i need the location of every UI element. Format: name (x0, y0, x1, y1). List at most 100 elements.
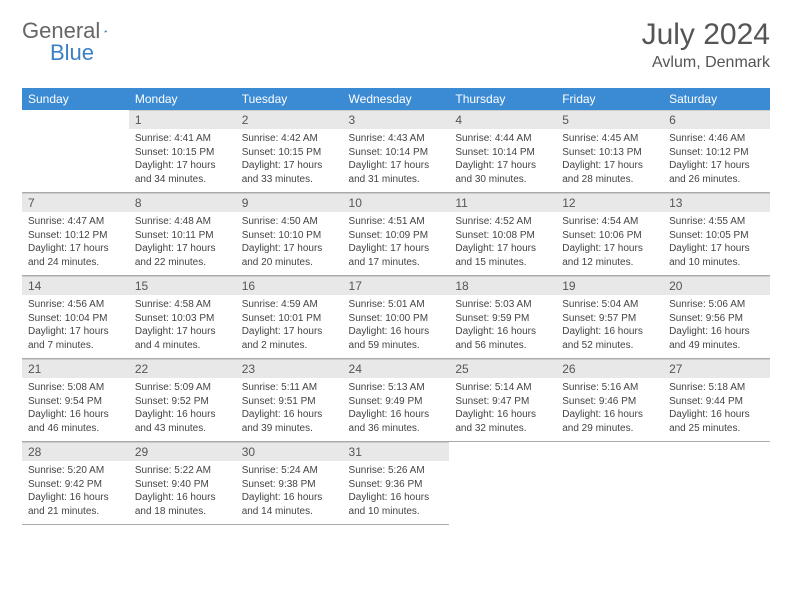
day-detail-text: Sunrise: 5:06 AMSunset: 9:56 PMDaylight:… (663, 295, 770, 358)
calendar-week-row: 7Sunrise: 4:47 AMSunset: 10:12 PMDayligh… (22, 193, 770, 276)
day-number: 29 (129, 442, 236, 461)
calendar-day-cell: 24Sunrise: 5:13 AMSunset: 9:49 PMDayligh… (343, 359, 450, 442)
calendar-day-cell: 30Sunrise: 5:24 AMSunset: 9:38 PMDayligh… (236, 442, 343, 525)
calendar-day-cell: 31Sunrise: 5:26 AMSunset: 9:36 PMDayligh… (343, 442, 450, 525)
calendar-day-cell (449, 442, 556, 525)
day-detail-text: Sunrise: 4:52 AMSunset: 10:08 PMDaylight… (449, 212, 556, 275)
logo-text-blue: Blue (50, 40, 94, 65)
day-number: 14 (22, 276, 129, 295)
day-number: 13 (663, 193, 770, 212)
calendar-day-cell: 23Sunrise: 5:11 AMSunset: 9:51 PMDayligh… (236, 359, 343, 442)
calendar-day-cell: 11Sunrise: 4:52 AMSunset: 10:08 PMDaylig… (449, 193, 556, 276)
day-detail-text: Sunrise: 4:50 AMSunset: 10:10 PMDaylight… (236, 212, 343, 275)
day-detail-text: Sunrise: 5:03 AMSunset: 9:59 PMDaylight:… (449, 295, 556, 358)
day-detail-text: Sunrise: 4:41 AMSunset: 10:15 PMDaylight… (129, 129, 236, 192)
weekday-header: Saturday (663, 88, 770, 110)
calendar-table: SundayMondayTuesdayWednesdayThursdayFrid… (22, 88, 770, 525)
day-number: 6 (663, 110, 770, 129)
day-detail-text: Sunrise: 4:59 AMSunset: 10:01 PMDaylight… (236, 295, 343, 358)
calendar-day-cell: 28Sunrise: 5:20 AMSunset: 9:42 PMDayligh… (22, 442, 129, 525)
day-number: 30 (236, 442, 343, 461)
day-detail-text: Sunrise: 4:42 AMSunset: 10:15 PMDaylight… (236, 129, 343, 192)
day-detail-text: Sunrise: 5:08 AMSunset: 9:54 PMDaylight:… (22, 378, 129, 441)
calendar-day-cell: 13Sunrise: 4:55 AMSunset: 10:05 PMDaylig… (663, 193, 770, 276)
calendar-day-cell: 19Sunrise: 5:04 AMSunset: 9:57 PMDayligh… (556, 276, 663, 359)
calendar-day-cell: 27Sunrise: 5:18 AMSunset: 9:44 PMDayligh… (663, 359, 770, 442)
day-detail-text: Sunrise: 5:26 AMSunset: 9:36 PMDaylight:… (343, 461, 450, 524)
calendar-day-cell: 5Sunrise: 4:45 AMSunset: 10:13 PMDayligh… (556, 110, 663, 193)
day-detail-text: Sunrise: 4:43 AMSunset: 10:14 PMDaylight… (343, 129, 450, 192)
day-number: 8 (129, 193, 236, 212)
calendar-day-cell: 17Sunrise: 5:01 AMSunset: 10:00 PMDaylig… (343, 276, 450, 359)
day-number: 22 (129, 359, 236, 378)
day-detail-text: Sunrise: 4:58 AMSunset: 10:03 PMDaylight… (129, 295, 236, 358)
weekday-header-row: SundayMondayTuesdayWednesdayThursdayFrid… (22, 88, 770, 110)
calendar-day-cell: 7Sunrise: 4:47 AMSunset: 10:12 PMDayligh… (22, 193, 129, 276)
day-number: 12 (556, 193, 663, 212)
day-detail-text: Sunrise: 4:54 AMSunset: 10:06 PMDaylight… (556, 212, 663, 275)
day-detail-text: Sunrise: 4:47 AMSunset: 10:12 PMDaylight… (22, 212, 129, 275)
day-number: 15 (129, 276, 236, 295)
day-detail-text: Sunrise: 5:16 AMSunset: 9:46 PMDaylight:… (556, 378, 663, 441)
day-number: 2 (236, 110, 343, 129)
day-number: 3 (343, 110, 450, 129)
calendar-day-cell: 26Sunrise: 5:16 AMSunset: 9:46 PMDayligh… (556, 359, 663, 442)
day-number: 17 (343, 276, 450, 295)
calendar-day-cell: 21Sunrise: 5:08 AMSunset: 9:54 PMDayligh… (22, 359, 129, 442)
day-number: 4 (449, 110, 556, 129)
day-detail-text: Sunrise: 5:13 AMSunset: 9:49 PMDaylight:… (343, 378, 450, 441)
day-number: 11 (449, 193, 556, 212)
day-number: 20 (663, 276, 770, 295)
day-number: 31 (343, 442, 450, 461)
day-detail-text: Sunrise: 5:24 AMSunset: 9:38 PMDaylight:… (236, 461, 343, 524)
calendar-day-cell: 4Sunrise: 4:44 AMSunset: 10:14 PMDayligh… (449, 110, 556, 193)
day-number: 19 (556, 276, 663, 295)
calendar-day-cell: 6Sunrise: 4:46 AMSunset: 10:12 PMDayligh… (663, 110, 770, 193)
weekday-header: Monday (129, 88, 236, 110)
day-detail-text: Sunrise: 5:04 AMSunset: 9:57 PMDaylight:… (556, 295, 663, 358)
calendar-week-row: 21Sunrise: 5:08 AMSunset: 9:54 PMDayligh… (22, 359, 770, 442)
weekday-header: Friday (556, 88, 663, 110)
calendar-day-cell: 18Sunrise: 5:03 AMSunset: 9:59 PMDayligh… (449, 276, 556, 359)
day-number: 7 (22, 193, 129, 212)
calendar-day-cell: 16Sunrise: 4:59 AMSunset: 10:01 PMDaylig… (236, 276, 343, 359)
calendar-day-cell: 10Sunrise: 4:51 AMSunset: 10:09 PMDaylig… (343, 193, 450, 276)
day-number: 23 (236, 359, 343, 378)
day-detail-text: Sunrise: 4:45 AMSunset: 10:13 PMDaylight… (556, 129, 663, 192)
day-detail-text: Sunrise: 4:55 AMSunset: 10:05 PMDaylight… (663, 212, 770, 275)
calendar-day-cell (22, 110, 129, 193)
day-number: 9 (236, 193, 343, 212)
calendar-week-row: 14Sunrise: 4:56 AMSunset: 10:04 PMDaylig… (22, 276, 770, 359)
day-number: 10 (343, 193, 450, 212)
day-detail-text: Sunrise: 4:51 AMSunset: 10:09 PMDaylight… (343, 212, 450, 275)
day-number: 21 (22, 359, 129, 378)
weekday-header: Thursday (449, 88, 556, 110)
calendar-week-row: 1Sunrise: 4:41 AMSunset: 10:15 PMDayligh… (22, 110, 770, 193)
day-number: 25 (449, 359, 556, 378)
calendar-day-cell: 25Sunrise: 5:14 AMSunset: 9:47 PMDayligh… (449, 359, 556, 442)
weekday-header: Wednesday (343, 88, 450, 110)
calendar-day-cell: 8Sunrise: 4:48 AMSunset: 10:11 PMDayligh… (129, 193, 236, 276)
day-detail-text: Sunrise: 5:20 AMSunset: 9:42 PMDaylight:… (22, 461, 129, 524)
day-number: 18 (449, 276, 556, 295)
calendar-day-cell: 2Sunrise: 4:42 AMSunset: 10:15 PMDayligh… (236, 110, 343, 193)
day-detail-text: Sunrise: 4:44 AMSunset: 10:14 PMDaylight… (449, 129, 556, 192)
calendar-day-cell: 14Sunrise: 4:56 AMSunset: 10:04 PMDaylig… (22, 276, 129, 359)
day-number: 27 (663, 359, 770, 378)
calendar-day-cell (663, 442, 770, 525)
day-detail-text: Sunrise: 5:09 AMSunset: 9:52 PMDaylight:… (129, 378, 236, 441)
day-number: 26 (556, 359, 663, 378)
day-number: 16 (236, 276, 343, 295)
weekday-header: Tuesday (236, 88, 343, 110)
logo-sail-icon (104, 23, 107, 39)
day-number: 5 (556, 110, 663, 129)
calendar-day-cell: 3Sunrise: 4:43 AMSunset: 10:14 PMDayligh… (343, 110, 450, 193)
day-detail-text: Sunrise: 5:01 AMSunset: 10:00 PMDaylight… (343, 295, 450, 358)
day-number: 1 (129, 110, 236, 129)
calendar-day-cell: 15Sunrise: 4:58 AMSunset: 10:03 PMDaylig… (129, 276, 236, 359)
calendar-day-cell: 12Sunrise: 4:54 AMSunset: 10:06 PMDaylig… (556, 193, 663, 276)
day-number: 28 (22, 442, 129, 461)
calendar-week-row: 28Sunrise: 5:20 AMSunset: 9:42 PMDayligh… (22, 442, 770, 525)
day-detail-text: Sunrise: 5:14 AMSunset: 9:47 PMDaylight:… (449, 378, 556, 441)
calendar-day-cell: 22Sunrise: 5:09 AMSunset: 9:52 PMDayligh… (129, 359, 236, 442)
